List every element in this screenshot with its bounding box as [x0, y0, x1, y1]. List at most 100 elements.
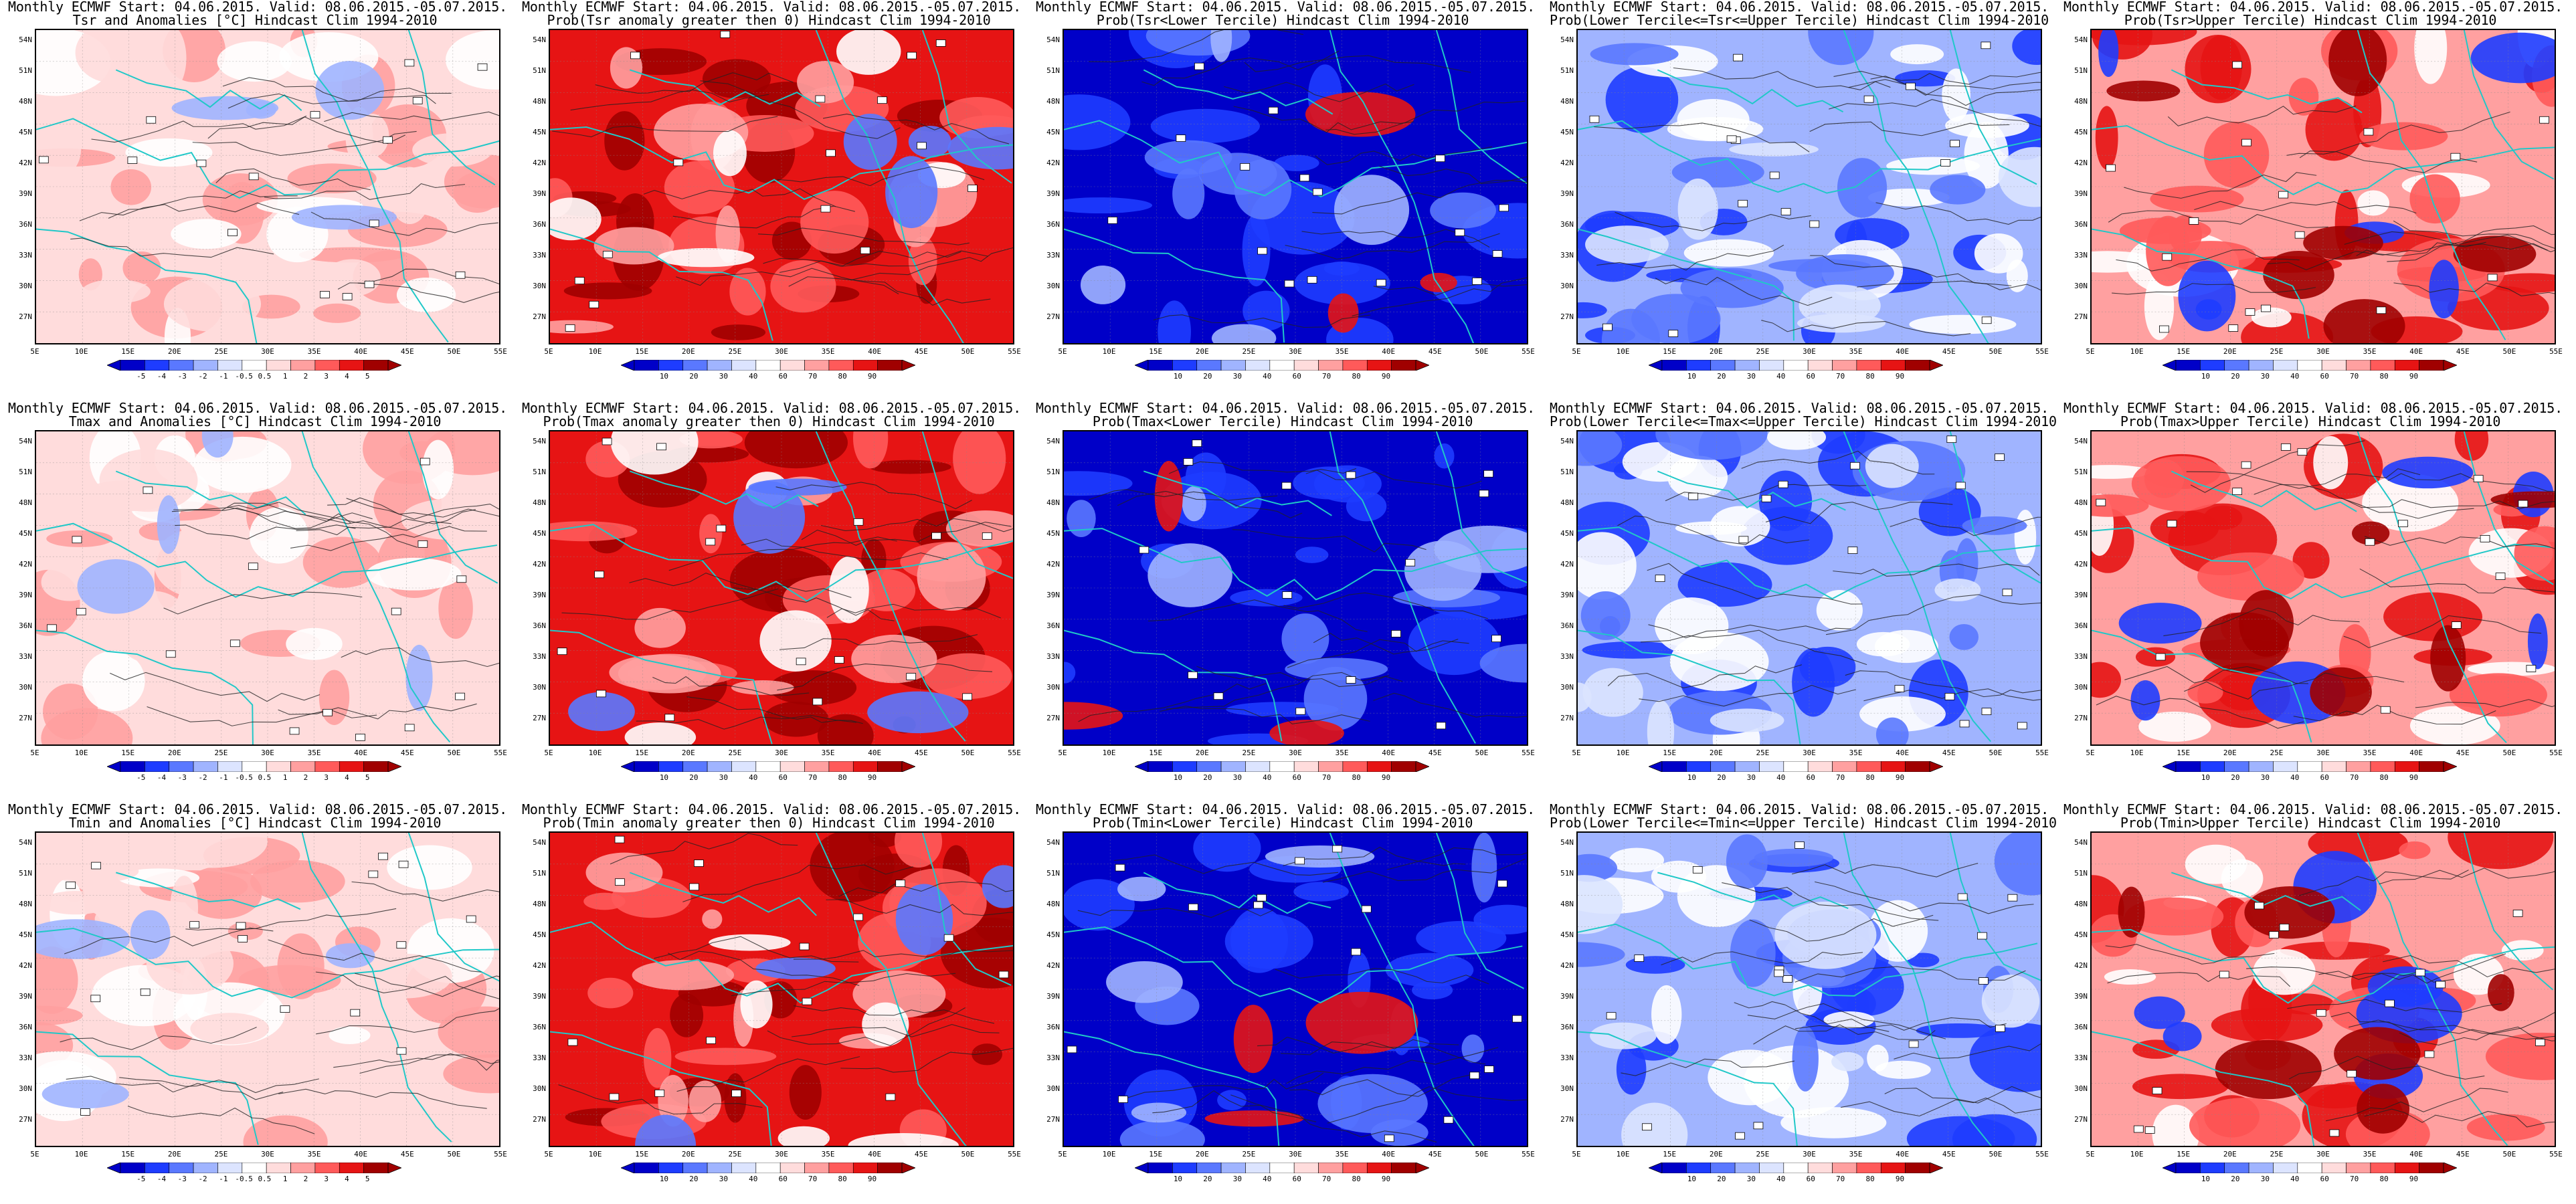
isoline-label-box — [615, 878, 625, 886]
colorbar-swatch — [1880, 761, 1906, 772]
field-region — [249, 507, 308, 564]
field-region — [1578, 532, 1637, 600]
colorbar-swatch — [1759, 1163, 1784, 1173]
isoline — [1594, 122, 1810, 153]
field-region — [1064, 879, 1135, 931]
isoline-label-box — [931, 532, 941, 540]
coastline — [1843, 833, 1993, 1146]
isoline-label-box — [1847, 546, 1858, 555]
colorbar-tick-label: 10 — [2201, 1175, 2211, 1183]
colorbar-swatch — [2200, 1163, 2225, 1173]
latitude-label: 27N — [1046, 1115, 1060, 1124]
forecast-map — [549, 831, 1014, 1147]
isoline — [1148, 599, 1368, 632]
field-region — [2310, 667, 2372, 716]
colorbar-tick-label: 80 — [1865, 372, 1875, 381]
field-region — [1942, 68, 1970, 122]
panel-title-line1: Monthly ECMWF Start: 04.06.2015. Valid: … — [1550, 801, 2049, 817]
latitude-label: 42N — [2074, 159, 2088, 167]
isoline — [558, 1084, 763, 1115]
longitude-label: 5E — [2086, 748, 2095, 757]
latitude-label: 33N — [2074, 251, 2088, 260]
coastline — [550, 1031, 772, 1146]
latitude-label: 42N — [19, 159, 32, 167]
colorbar-arrow-left — [107, 360, 121, 371]
colorbar-tick-label: -5 — [136, 773, 146, 782]
isoline-label-box — [688, 883, 699, 891]
latitude-label: 48N — [1560, 97, 1574, 106]
colorbar-swatch — [145, 1163, 170, 1173]
colorbar-swatch — [1686, 360, 1712, 371]
forecast-panel: Monthly ECMWF Start: 04.06.2015. Valid: … — [8, 401, 507, 803]
isoline-label-box — [2232, 488, 2242, 495]
isoline — [1283, 846, 1466, 866]
colorbar-tick-label: 70 — [2350, 1175, 2359, 1183]
colorbar-swatch — [266, 761, 291, 772]
field-region — [643, 1027, 672, 1088]
latitude-label: 30N — [533, 282, 546, 290]
colorbar-tick-label: 20 — [689, 372, 699, 381]
isoline-label-box — [1959, 720, 1970, 728]
field-region — [2130, 680, 2160, 721]
isoline — [1647, 563, 1863, 605]
isoline-label-box — [706, 1036, 716, 1044]
colorbar-tick-label: 20 — [1717, 372, 1726, 381]
field-region — [1730, 919, 1776, 987]
colorbar-tick-label: 40 — [1263, 372, 1272, 381]
colorbar-tick-label: 70 — [2350, 773, 2359, 782]
field-region — [422, 439, 454, 500]
isoline-label-box — [1455, 229, 1465, 236]
isoline-label-box — [705, 538, 716, 546]
field-region — [405, 644, 433, 712]
isoline-label-box — [567, 1038, 578, 1046]
isoline — [1648, 624, 1851, 639]
isoline — [1285, 233, 1500, 260]
colorbar-tick-label: 10 — [659, 1175, 669, 1183]
isoline — [1283, 592, 1488, 619]
colorbar-arrow-right — [387, 360, 401, 371]
longitude-label: 25E — [214, 1150, 228, 1159]
isoline-label-box — [1384, 1134, 1394, 1142]
latitude-label: 42N — [19, 560, 32, 569]
colorbar — [1135, 761, 1429, 772]
field-region — [1934, 578, 1981, 602]
field-region — [36, 116, 81, 185]
isoline — [826, 603, 1001, 619]
isoline — [2289, 1056, 2485, 1080]
field-region — [353, 704, 432, 723]
longitude-label: 45E — [1428, 1150, 1442, 1159]
isoline — [2194, 201, 2417, 214]
field-region — [1677, 178, 1718, 240]
forecast-panel: Monthly ECMWF Start: 04.06.2015. Valid: … — [522, 0, 1021, 401]
isoline — [793, 1005, 995, 1024]
isoline — [268, 939, 482, 973]
isoline-label-box — [323, 708, 333, 716]
latitude-label: 45N — [1046, 930, 1060, 939]
isoline-label-box — [1634, 955, 1645, 962]
isoline — [2116, 249, 2300, 272]
latitude-label: 30N — [19, 683, 32, 692]
isoline-label-box — [1782, 975, 1793, 983]
colorbar-swatch — [1342, 1163, 1368, 1173]
isoline-label-box — [812, 698, 823, 706]
field-region — [1204, 1110, 1304, 1127]
field-region — [1797, 314, 1886, 333]
field-region — [2106, 80, 2181, 102]
longitude-label: 50E — [2502, 347, 2516, 356]
longitude-label: 15E — [1663, 1150, 1677, 1159]
field-region — [139, 1041, 169, 1071]
forecast-panel: Monthly ECMWF Start: 04.06.2015. Valid: … — [1036, 401, 1535, 803]
field-region — [1471, 833, 1497, 903]
longitude-label: 15E — [1149, 347, 1163, 356]
colorbar-swatch — [634, 1163, 659, 1173]
field-region — [817, 714, 874, 744]
longitude-label: 10E — [74, 748, 88, 757]
isoline-label-box — [280, 1005, 290, 1013]
field-region — [2166, 241, 2256, 273]
colorbar-swatch — [804, 360, 830, 371]
isoline — [91, 115, 307, 143]
field-region — [1774, 901, 1877, 969]
longitude-label: 45E — [1942, 1150, 1956, 1159]
panel-title-line2: Prob(Tsr>Upper Tercile) Hindcast Clim 19… — [2124, 12, 2497, 28]
colorbar-swatch — [1342, 360, 1368, 371]
